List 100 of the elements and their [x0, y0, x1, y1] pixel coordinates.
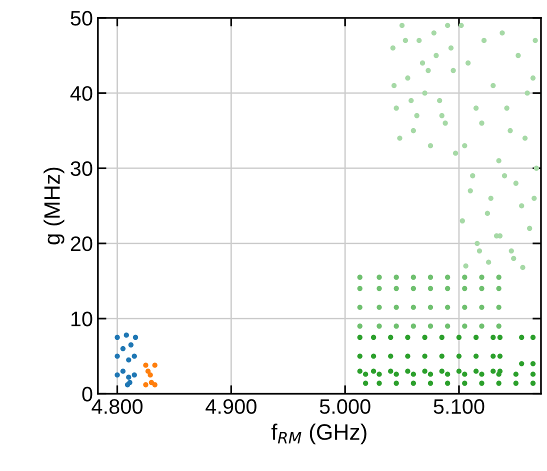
- point: [114, 372, 120, 378]
- point: [422, 354, 428, 359]
- point: [391, 82, 397, 88]
- point: [516, 52, 521, 58]
- point: [497, 354, 503, 359]
- point: [462, 304, 468, 310]
- point: [444, 22, 450, 28]
- point: [388, 368, 394, 374]
- point: [444, 274, 450, 280]
- point: [473, 368, 479, 374]
- point: [530, 372, 536, 377]
- point: [410, 274, 416, 280]
- point: [143, 382, 148, 388]
- point: [462, 143, 468, 148]
- point: [479, 286, 484, 292]
- point: [470, 173, 476, 178]
- point: [474, 240, 480, 246]
- point: [496, 274, 502, 280]
- point: [519, 203, 524, 208]
- point: [114, 334, 120, 340]
- point: [513, 180, 519, 186]
- point: [437, 98, 442, 104]
- point: [394, 304, 399, 310]
- point: [508, 128, 513, 134]
- point: [468, 188, 473, 194]
- point: [479, 304, 484, 310]
- point: [408, 98, 414, 104]
- point: [490, 368, 496, 374]
- point: [428, 286, 434, 292]
- point: [132, 334, 138, 340]
- point: [357, 368, 362, 374]
- point: [370, 354, 376, 359]
- point: [410, 372, 416, 377]
- point: [526, 226, 532, 231]
- x-axis-title: f$_{RM}$ (GHz): [271, 424, 366, 444]
- point: [120, 346, 126, 352]
- y-tick-label: 10: [71, 312, 92, 326]
- point: [444, 286, 450, 292]
- point: [479, 274, 484, 280]
- point: [428, 324, 434, 329]
- y-tick-label: 20: [70, 236, 92, 252]
- point: [114, 354, 120, 359]
- point: [530, 75, 536, 81]
- point: [428, 274, 434, 280]
- point: [422, 368, 428, 374]
- point: [428, 380, 434, 386]
- point: [456, 334, 462, 340]
- point: [463, 263, 468, 269]
- point: [532, 196, 537, 201]
- point: [357, 324, 362, 329]
- point: [442, 120, 448, 126]
- point: [405, 368, 410, 374]
- point: [397, 136, 402, 141]
- point: [410, 286, 416, 292]
- point: [420, 60, 426, 66]
- point: [496, 372, 502, 377]
- point: [511, 256, 516, 262]
- point: [500, 30, 505, 36]
- point: [490, 82, 496, 88]
- x-tick-label: 4.800: [92, 399, 143, 414]
- point: [476, 248, 482, 254]
- point: [462, 324, 468, 329]
- point: [484, 210, 490, 216]
- point: [458, 22, 464, 28]
- point: [145, 368, 151, 374]
- point: [426, 68, 431, 74]
- point: [496, 304, 502, 310]
- point: [376, 304, 382, 310]
- point: [462, 380, 468, 386]
- point: [496, 380, 502, 386]
- point: [502, 173, 508, 178]
- point: [497, 334, 503, 340]
- point: [428, 304, 434, 310]
- point: [422, 90, 428, 96]
- point: [120, 368, 126, 374]
- x-tick-label: 5.100: [434, 399, 484, 414]
- point: [473, 354, 479, 359]
- point: [357, 334, 362, 340]
- point: [394, 286, 399, 292]
- point: [519, 361, 524, 366]
- point: [152, 362, 158, 368]
- point: [124, 332, 129, 338]
- point: [126, 357, 132, 363]
- point: [462, 274, 468, 280]
- point: [127, 380, 132, 386]
- point: [479, 372, 484, 377]
- point: [148, 372, 153, 378]
- point: [462, 286, 468, 292]
- point: [444, 324, 450, 329]
- point: [530, 334, 536, 340]
- y-axis-title: g (MHz): [44, 168, 64, 244]
- point: [410, 128, 416, 134]
- point: [376, 274, 382, 280]
- point: [465, 60, 471, 66]
- point: [414, 113, 420, 118]
- point: [439, 334, 444, 340]
- point: [456, 354, 462, 359]
- point: [439, 113, 444, 118]
- point: [402, 38, 408, 44]
- point: [481, 38, 487, 44]
